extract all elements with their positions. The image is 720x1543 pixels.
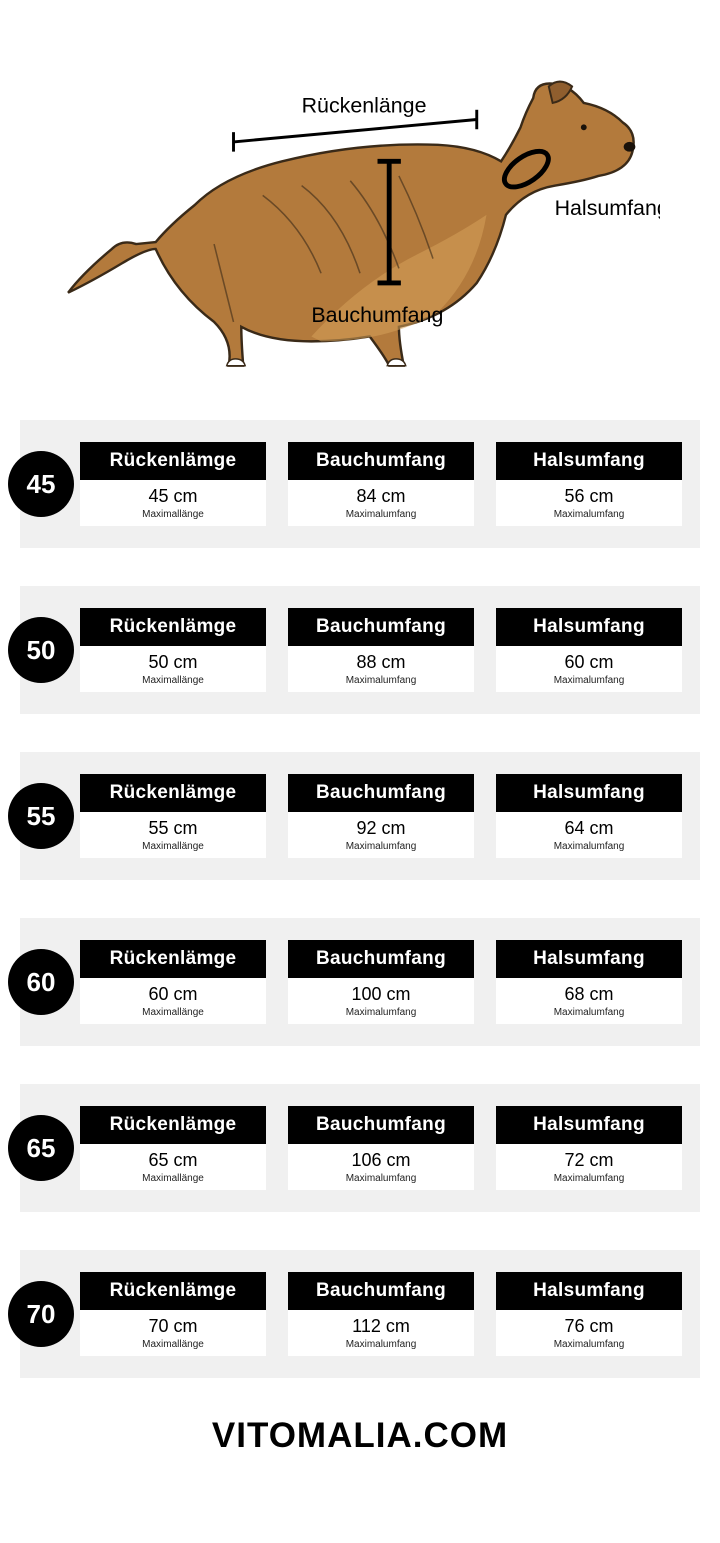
- measure-header: Bauchumfang: [288, 940, 474, 978]
- measure-sublabel: Maximalumfang: [496, 1007, 682, 1024]
- measure-value: 70 cm: [80, 1310, 266, 1339]
- measure-sublabel: Maximalumfang: [288, 841, 474, 858]
- measure-card-back: Rückenlämge 55 cm Maximallänge: [80, 774, 266, 858]
- measure-value: 65 cm: [80, 1144, 266, 1173]
- measure-value: 60 cm: [496, 646, 682, 675]
- measure-header: Halsumfang: [496, 1106, 682, 1144]
- size-row: 45 Rückenlämge 45 cm Maximallänge Bauchu…: [20, 420, 700, 548]
- measure-card-neck: Halsumfang 72 cm Maximalumfang: [496, 1106, 682, 1190]
- measure-sublabel: Maximalumfang: [496, 841, 682, 858]
- brand-footer: VITOMALIA.COM: [0, 1416, 720, 1456]
- measure-value: 55 cm: [80, 812, 266, 841]
- measure-header: Halsumfang: [496, 442, 682, 480]
- size-badge: 70: [8, 1281, 74, 1347]
- measure-sublabel: Maximallänge: [80, 1007, 266, 1024]
- size-table: 45 Rückenlämge 45 cm Maximallänge Bauchu…: [0, 420, 720, 1378]
- measure-header: Halsumfang: [496, 774, 682, 812]
- measure-sublabel: Maximalumfang: [288, 675, 474, 692]
- measure-header: Bauchumfang: [288, 1106, 474, 1144]
- measure-header: Bauchumfang: [288, 608, 474, 646]
- measure-card-neck: Halsumfang 60 cm Maximalumfang: [496, 608, 682, 692]
- size-row: 65 Rückenlämge 65 cm Maximallänge Bauchu…: [20, 1084, 700, 1212]
- measure-header: Halsumfang: [496, 1272, 682, 1310]
- size-badge: 45: [8, 451, 74, 517]
- measure-value: 84 cm: [288, 480, 474, 509]
- measure-value: 92 cm: [288, 812, 474, 841]
- measure-card-neck: Halsumfang 76 cm Maximalumfang: [496, 1272, 682, 1356]
- measure-sublabel: Maximalumfang: [288, 509, 474, 526]
- measure-sublabel: Maximalumfang: [496, 1339, 682, 1356]
- size-badge: 65: [8, 1115, 74, 1181]
- measure-value: 76 cm: [496, 1310, 682, 1339]
- measure-card-belly: Bauchumfang 84 cm Maximalumfang: [288, 442, 474, 526]
- measure-value: 106 cm: [288, 1144, 474, 1173]
- measure-value: 72 cm: [496, 1144, 682, 1173]
- measure-sublabel: Maximalumfang: [288, 1173, 474, 1190]
- measure-header: Rückenlämge: [80, 608, 266, 646]
- measure-value: 45 cm: [80, 480, 266, 509]
- measure-sublabel: Maximallänge: [80, 1173, 266, 1190]
- measure-card-belly: Bauchumfang 88 cm Maximalumfang: [288, 608, 474, 692]
- measure-sublabel: Maximallänge: [80, 509, 266, 526]
- size-row: 50 Rückenlämge 50 cm Maximallänge Bauchu…: [20, 586, 700, 714]
- measure-value: 112 cm: [288, 1310, 474, 1339]
- size-badge: 55: [8, 783, 74, 849]
- diagram-label-neck: Halsumfang: [555, 196, 660, 220]
- measure-card-belly: Bauchumfang 100 cm Maximalumfang: [288, 940, 474, 1024]
- measure-card-back: Rückenlämge 60 cm Maximallänge: [80, 940, 266, 1024]
- measure-header: Bauchumfang: [288, 442, 474, 480]
- measure-header: Rückenlämge: [80, 442, 266, 480]
- measure-sublabel: Maximalumfang: [496, 509, 682, 526]
- measurement-diagram: Rückenlänge Halsumfang Bauchumfang: [0, 0, 720, 420]
- measure-value: 60 cm: [80, 978, 266, 1007]
- measure-header: Bauchumfang: [288, 1272, 474, 1310]
- measure-sublabel: Maximallänge: [80, 1339, 266, 1356]
- measure-value: 56 cm: [496, 480, 682, 509]
- measure-sublabel: Maximalumfang: [496, 675, 682, 692]
- measure-card-belly: Bauchumfang 106 cm Maximalumfang: [288, 1106, 474, 1190]
- measure-card-back: Rückenlämge 45 cm Maximallänge: [80, 442, 266, 526]
- size-badge: 50: [8, 617, 74, 683]
- measure-header: Rückenlämge: [80, 1272, 266, 1310]
- measure-sublabel: Maximallänge: [80, 841, 266, 858]
- measure-value: 88 cm: [288, 646, 474, 675]
- measure-value: 64 cm: [496, 812, 682, 841]
- measure-card-back: Rückenlämge 50 cm Maximallänge: [80, 608, 266, 692]
- size-row: 70 Rückenlämge 70 cm Maximallänge Bauchu…: [20, 1250, 700, 1378]
- measure-header: Halsumfang: [496, 608, 682, 646]
- measure-card-neck: Halsumfang 64 cm Maximalumfang: [496, 774, 682, 858]
- measure-header: Rückenlämge: [80, 1106, 266, 1144]
- measure-header: Halsumfang: [496, 940, 682, 978]
- measure-header: Bauchumfang: [288, 774, 474, 812]
- measure-card-belly: Bauchumfang 92 cm Maximalumfang: [288, 774, 474, 858]
- measure-header: Rückenlämge: [80, 774, 266, 812]
- measure-card-neck: Halsumfang 56 cm Maximalumfang: [496, 442, 682, 526]
- measure-sublabel: Maximallänge: [80, 675, 266, 692]
- measure-card-belly: Bauchumfang 112 cm Maximalumfang: [288, 1272, 474, 1356]
- diagram-label-belly: Bauchumfang: [311, 303, 443, 327]
- size-row: 60 Rückenlämge 60 cm Maximallänge Bauchu…: [20, 918, 700, 1046]
- measure-sublabel: Maximalumfang: [496, 1173, 682, 1190]
- measure-sublabel: Maximalumfang: [288, 1007, 474, 1024]
- size-badge: 60: [8, 949, 74, 1015]
- measure-value: 50 cm: [80, 646, 266, 675]
- size-row: 55 Rückenlämge 55 cm Maximallänge Bauchu…: [20, 752, 700, 880]
- measure-card-neck: Halsumfang 68 cm Maximalumfang: [496, 940, 682, 1024]
- measure-header: Rückenlämge: [80, 940, 266, 978]
- measure-sublabel: Maximalumfang: [288, 1339, 474, 1356]
- diagram-label-back: Rückenlänge: [302, 94, 427, 118]
- measure-value: 100 cm: [288, 978, 474, 1007]
- dog-illustration: Rückenlänge Halsumfang Bauchumfang: [60, 30, 660, 390]
- measure-value: 68 cm: [496, 978, 682, 1007]
- measure-card-back: Rückenlämge 70 cm Maximallänge: [80, 1272, 266, 1356]
- measure-card-back: Rückenlämge 65 cm Maximallänge: [80, 1106, 266, 1190]
